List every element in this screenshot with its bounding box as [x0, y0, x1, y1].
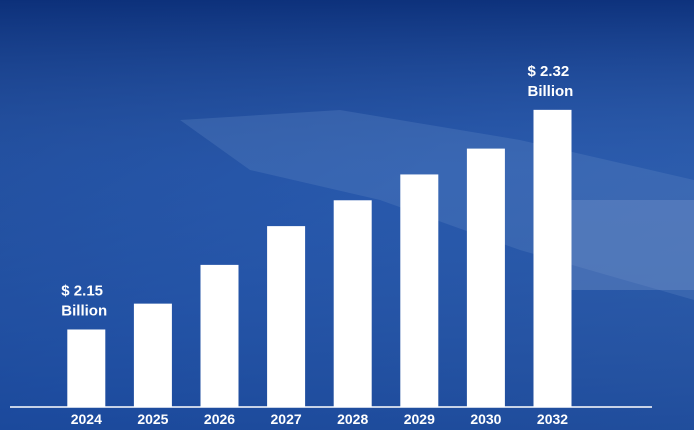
- x-tick-label: 2026: [204, 411, 235, 427]
- x-tick-label: 2027: [271, 411, 302, 427]
- value-label-line: Billion: [528, 83, 574, 100]
- bar: [200, 264, 239, 407]
- background-building: [560, 200, 694, 290]
- x-tick-label: 2030: [470, 411, 501, 427]
- value-label: $ 2.32 Billion: [528, 63, 574, 100]
- x-tick-label: 2024: [71, 411, 102, 427]
- value-label-line: Billion: [61, 302, 107, 319]
- value-label-line: $ 2.32: [528, 63, 570, 80]
- bar: [67, 329, 106, 407]
- value-label: $ 2.15 Billion: [61, 282, 107, 319]
- bar: [133, 303, 172, 407]
- bar: [400, 174, 439, 407]
- bar: [267, 226, 306, 407]
- value-label-line: $ 2.15: [61, 282, 103, 299]
- x-tick-label: 2025: [137, 411, 168, 427]
- x-tick-label: 2032: [537, 411, 568, 427]
- x-tick-label: 2028: [337, 411, 368, 427]
- x-tick-label: 2029: [404, 411, 435, 427]
- bar: [533, 109, 572, 407]
- bar: [333, 200, 372, 407]
- bar: [466, 148, 505, 407]
